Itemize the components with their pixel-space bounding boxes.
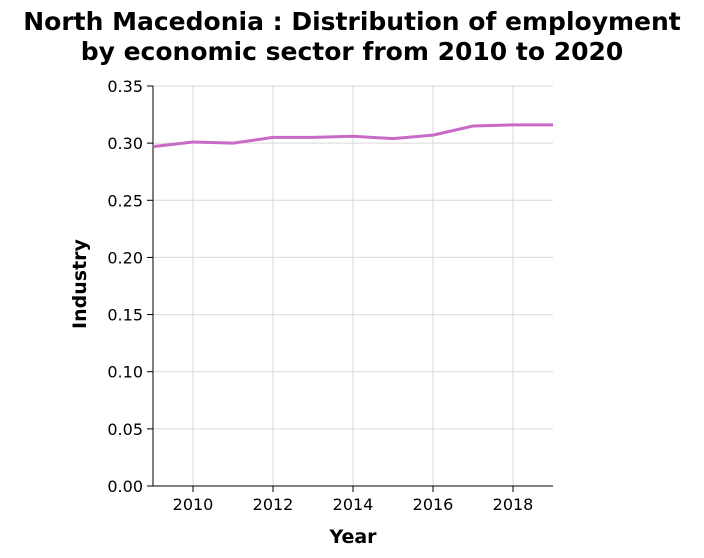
series-line [152, 123, 553, 149]
x-tick-label: 2012 [253, 495, 294, 514]
chart-title-line-1: North Macedonia : Distribution of employ… [23, 7, 681, 36]
y-tick-label: 0.30 [107, 134, 143, 153]
x-tick-label: 2016 [413, 495, 454, 514]
y-tick-label: 0.10 [107, 363, 143, 382]
chart-title-line-2: by economic sector from 2010 to 2020 [81, 37, 624, 66]
x-tick-label: 2010 [173, 495, 214, 514]
y-tick-label: 0.20 [107, 248, 143, 267]
series [152, 123, 553, 149]
tick-labels: 0.00 0.05 0.10 0.15 0.20 0.25 0.30 0.35 2010 2012… [107, 77, 533, 514]
y-tick-label: 0.35 [107, 77, 143, 96]
y-tick-label: 0.00 [107, 477, 143, 496]
x-tick-label: 2014 [333, 495, 374, 514]
y-tick-label: 0.15 [107, 306, 143, 325]
y-tick-label: 0.05 [107, 420, 143, 439]
y-axis-label: Industry [69, 238, 91, 328]
x-tick-label: 2018 [493, 495, 534, 514]
y-tick-label: 0.25 [107, 191, 143, 210]
axes [147, 85, 553, 492]
x-axis-label: Year [328, 526, 377, 548]
grid [153, 85, 553, 487]
